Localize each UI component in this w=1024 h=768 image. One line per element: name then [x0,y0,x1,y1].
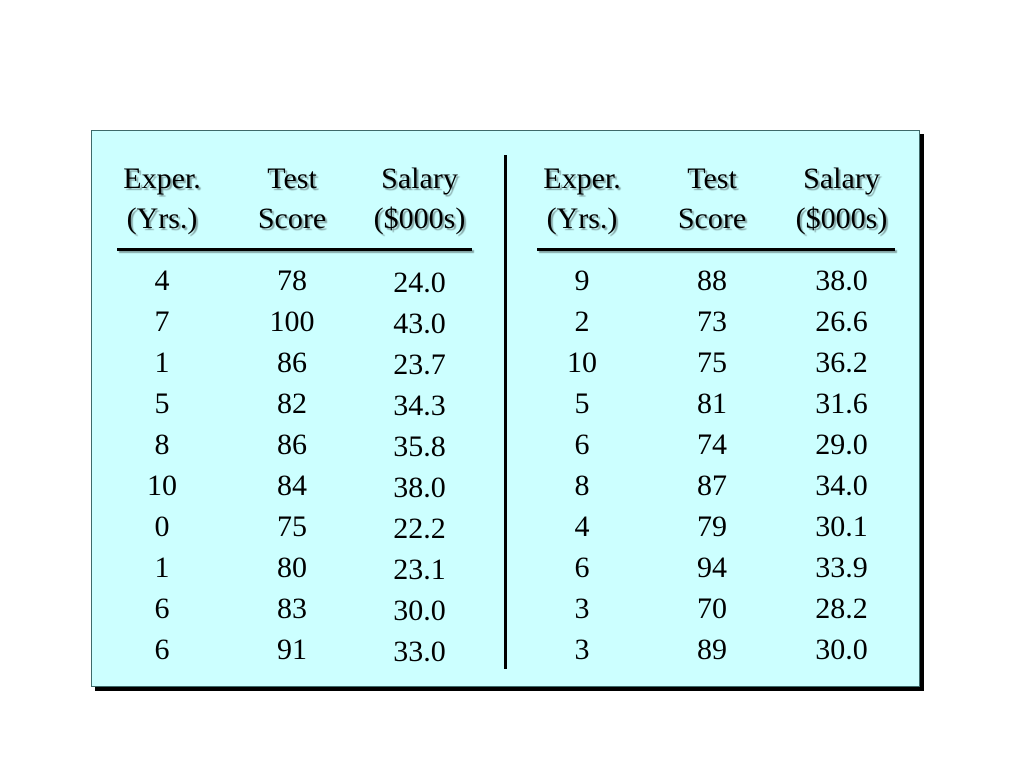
table-right-half: Exper. (Yrs.) Test Score Salary ($000s) … [512,131,921,686]
header-test-score-line1: Test [687,162,737,195]
table-cell: 79 [697,510,727,543]
table-cell: 6 [574,551,590,584]
table-cell: 33.9 [815,551,868,584]
header-experience-line2: (Yrs.) [546,202,618,235]
header-test-score-line2: Score [677,202,747,235]
table-cell: 82 [277,387,307,420]
table-cell: 26.6 [815,305,868,338]
header-experience-line1: Exper. [123,162,201,195]
header-salary-line2: ($000s) [373,202,466,235]
table-cell: 100 [269,305,315,338]
column-salary: 38.0 26.6 36.2 31.6 29.0 34.0 30.1 33.9 … [784,260,899,670]
header-salary-line2: ($000s) [795,202,888,235]
table-cell: 30.1 [815,510,868,543]
table-cell: 34.3 [393,389,446,422]
table-cell: 34.0 [815,469,868,502]
table-cell: 70 [697,592,727,625]
table-cell: 74 [697,428,727,461]
header-experience-line2: (Yrs.) [126,202,198,235]
table-cell: 24.0 [393,266,446,299]
table-cell: 83 [277,592,307,625]
table-cell: 86 [277,428,307,461]
table-cell: 23.7 [393,348,446,381]
table-cell: 89 [697,633,727,666]
table-cell: 75 [697,346,727,379]
table-cell: 28.2 [815,592,868,625]
table-cell: 3 [574,633,590,666]
header-experience: Exper. (Yrs.) [532,159,632,239]
table-cell: 33.0 [393,635,446,668]
header-salary-line1: Salary [381,162,458,195]
table-cell: 1 [154,551,170,584]
column-divider [504,155,507,669]
column-test-score: 88 73 75 81 74 87 79 94 70 89 [662,260,762,670]
table-cell: 43.0 [393,307,446,340]
table-cell: 3 [574,592,590,625]
table-cell: 2 [574,305,590,338]
table-cell: 7 [154,305,170,338]
table-cell: 36.2 [815,346,868,379]
table-cell: 29.0 [815,428,868,461]
table-cell: 22.2 [393,512,446,545]
table-cell: 30.0 [393,594,446,627]
table-cell: 8 [574,469,590,502]
table-cell: 78 [277,264,307,297]
table-cell: 81 [697,387,727,420]
table-cell: 80 [277,551,307,584]
column-experience: 4 7 1 5 8 10 0 1 6 6 [112,260,212,670]
table-cell: 94 [697,551,727,584]
header-test-score-line2: Score [257,202,327,235]
table-cell: 9 [574,264,590,297]
table-cell: 5 [574,387,590,420]
table-cell: 6 [154,633,170,666]
column-experience: 9 2 10 5 6 8 4 6 3 3 [532,260,632,670]
table-cell: 31.6 [815,387,868,420]
header-underline [117,248,472,251]
header-experience-line1: Exper. [543,162,621,195]
header-test-score-line1: Test [267,162,317,195]
table-cell: 38.0 [815,264,868,297]
table-cell: 6 [574,428,590,461]
table-cell: 30.0 [815,633,868,666]
header-salary-line1: Salary [803,162,880,195]
table-cell: 8 [154,428,170,461]
header-salary: Salary ($000s) [784,159,899,239]
table-cell: 87 [697,469,727,502]
table-cell: 84 [277,469,307,502]
header-salary: Salary ($000s) [362,159,477,239]
table-cell: 73 [697,305,727,338]
table-cell: 5 [154,387,170,420]
table-cell: 38.0 [393,471,446,504]
table-cell: 75 [277,510,307,543]
table-cell: 23.1 [393,553,446,586]
header-test-score: Test Score [662,159,762,239]
table-cell: 1 [154,346,170,379]
header-test-score: Test Score [242,159,342,239]
table-cell: 91 [277,633,307,666]
table-cell: 88 [697,264,727,297]
data-table-panel: Exper. (Yrs.) Test Score Salary ($000s) … [91,130,920,687]
table-cell: 10 [567,346,597,379]
table-cell: 86 [277,346,307,379]
column-test-score: 78 100 86 82 86 84 75 80 83 91 [242,260,342,670]
table-cell: 0 [154,510,170,543]
table-cell: 10 [147,469,177,502]
table-cell: 6 [154,592,170,625]
table-cell: 4 [154,264,170,297]
header-underline [537,248,895,251]
header-experience: Exper. (Yrs.) [112,159,212,239]
table-left-half: Exper. (Yrs.) Test Score Salary ($000s) … [92,131,505,686]
column-salary: 24.0 43.0 23.7 34.3 35.8 38.0 22.2 23.1 … [362,262,477,672]
table-cell: 35.8 [393,430,446,463]
table-cell: 4 [574,510,590,543]
